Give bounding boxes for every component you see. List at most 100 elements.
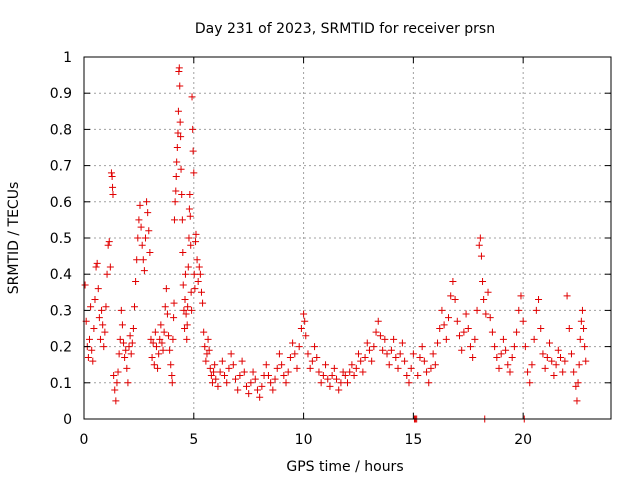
data-point — [572, 382, 580, 390]
data-point — [460, 328, 468, 336]
x-axis-label: GPS time / hours — [286, 459, 403, 475]
data-point — [158, 339, 166, 347]
data-point — [344, 379, 351, 387]
data-point — [300, 310, 308, 318]
data-point — [185, 234, 193, 242]
data-point — [473, 306, 481, 314]
data-point — [191, 285, 199, 293]
data-point — [175, 64, 183, 72]
data-point — [515, 306, 523, 314]
data-point — [185, 205, 193, 213]
data-point — [420, 357, 428, 365]
data-point — [171, 198, 179, 206]
data-point — [580, 325, 588, 332]
y-tick-label: 0.9 — [50, 86, 72, 102]
data-point — [94, 285, 102, 293]
data-point — [114, 368, 122, 376]
data-point — [442, 335, 450, 343]
data-point — [565, 325, 573, 332]
data-point — [475, 241, 483, 249]
data-point — [177, 133, 185, 141]
data-point — [548, 357, 556, 365]
data-point — [151, 328, 159, 336]
data-point — [466, 343, 474, 351]
data-point — [253, 386, 261, 394]
data-point — [352, 364, 360, 372]
data-point — [221, 372, 229, 380]
data-point — [537, 325, 545, 332]
data-point — [559, 368, 567, 376]
data-point — [273, 364, 281, 372]
data-point — [111, 386, 119, 394]
data-point — [184, 263, 192, 271]
data-point — [357, 357, 365, 365]
data-point — [176, 82, 184, 90]
data-point — [178, 216, 186, 224]
data-point — [333, 375, 341, 383]
data-point — [88, 346, 96, 354]
data-point — [87, 303, 95, 311]
data-point — [427, 364, 435, 372]
data-point — [121, 353, 129, 361]
data-point — [242, 382, 250, 390]
data-point — [205, 346, 213, 354]
data-point — [392, 353, 400, 361]
data-point — [370, 343, 378, 351]
data-point — [398, 339, 406, 347]
data-point — [91, 296, 99, 304]
data-point — [554, 346, 562, 354]
data-point — [436, 325, 444, 332]
data-point — [181, 325, 189, 332]
chart-title: Day 231 of 2023, SRMTID for receiver prs… — [195, 21, 495, 37]
data-point — [546, 339, 554, 347]
data-point — [139, 256, 147, 264]
data-point — [192, 230, 200, 238]
data-point — [227, 350, 235, 358]
data-point — [194, 277, 202, 285]
data-point — [170, 299, 178, 307]
data-point — [530, 335, 538, 343]
data-point — [414, 372, 422, 380]
data-point — [157, 321, 165, 329]
data-point — [256, 393, 264, 401]
data-point — [163, 310, 171, 318]
data-point — [178, 191, 186, 199]
data-point — [115, 350, 123, 358]
x-tick-label: 20 — [514, 432, 532, 448]
data-point — [192, 238, 200, 246]
data-point — [482, 310, 490, 318]
data-point — [159, 346, 167, 354]
data-point — [98, 306, 106, 314]
data-point — [451, 296, 459, 304]
data-point — [128, 339, 136, 347]
data-point — [447, 292, 455, 300]
data-point — [563, 292, 571, 300]
data-point — [578, 306, 586, 314]
data-point — [301, 317, 309, 325]
y-tick-label: 0.1 — [50, 376, 72, 392]
data-point — [409, 350, 417, 358]
data-point — [131, 303, 139, 311]
data-point — [502, 346, 510, 354]
data-point — [193, 256, 201, 264]
data-point — [418, 343, 426, 351]
data-point — [177, 165, 185, 173]
data-point — [212, 375, 220, 383]
data-point — [335, 386, 343, 394]
y-axis-label: SRMTID / TECUs — [6, 182, 22, 295]
data-point — [269, 386, 277, 394]
data-point — [196, 270, 204, 278]
data-point — [291, 350, 299, 358]
data-point — [484, 288, 492, 296]
data-point — [208, 379, 216, 387]
data-point — [188, 306, 196, 314]
data-point — [176, 118, 184, 126]
data-point — [348, 361, 356, 369]
data-point — [576, 335, 584, 343]
data-point — [162, 285, 170, 293]
data-point — [195, 263, 203, 271]
data-point — [330, 364, 338, 372]
data-point — [280, 372, 288, 380]
data-point — [390, 335, 398, 343]
data-point — [236, 372, 244, 380]
